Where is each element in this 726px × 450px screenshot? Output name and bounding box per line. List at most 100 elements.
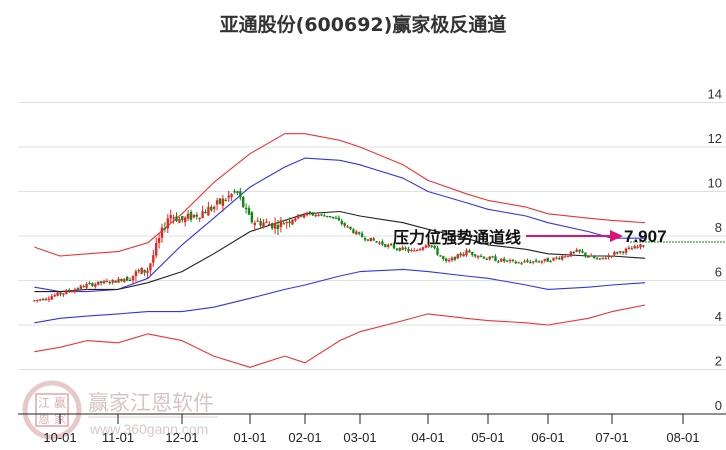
candle [421,247,425,250]
candle [149,263,152,271]
candle [587,256,590,258]
candle [416,249,419,252]
candle [181,216,184,221]
x-axis: 10-01 11-01 12-01 01-01 02-01 03-01 04-01 05-01… [18,413,726,445]
candle [563,256,567,258]
candle [271,223,274,229]
candle [497,261,500,263]
candle [494,256,497,262]
candle [555,257,558,259]
candle [262,222,265,228]
watermark-url: www.360gann.com [89,421,208,437]
candle [479,255,483,258]
candle [343,223,346,226]
candle [166,218,169,229]
candle [523,261,526,263]
candle [204,211,207,214]
candle [418,248,422,251]
candle [363,238,367,240]
candle [300,215,303,217]
x-tick-label: 06-01 [531,430,564,445]
candle [175,216,178,222]
candle [329,216,332,218]
candle [282,223,285,225]
candle [44,298,48,301]
y-tick-label: 4 [715,309,722,324]
candle [155,242,158,256]
candle [453,256,457,260]
band-outer_upper [34,133,646,257]
candle [581,251,584,253]
candle [256,220,259,222]
candle [427,244,430,247]
candle [430,245,433,247]
candle [265,221,268,223]
svg-text:江: 江 [38,396,50,410]
candle [433,245,436,249]
arrowhead-icon [610,230,623,242]
candle [105,280,109,283]
candle [462,254,465,257]
candle [447,259,451,262]
candle [47,298,51,300]
candle [401,247,404,250]
candle [505,260,509,262]
candle [517,262,520,264]
candle [160,227,164,238]
candle [233,191,236,193]
candle [485,258,488,260]
candle [36,299,39,301]
candle [76,288,80,290]
candle [308,211,312,214]
candle [131,275,135,281]
candle [97,281,100,285]
candle [117,278,120,283]
candle [210,206,213,211]
candle [624,248,628,253]
candle [613,251,616,255]
chart-title: 亚通股份(600692)赢家极反通道 [219,14,507,36]
candle [33,300,36,302]
watermark-brand: 赢家江恩软件 [88,391,214,415]
candle [70,290,74,293]
candle [276,225,280,229]
candle [442,256,445,260]
candle [288,221,291,224]
candle [285,221,288,224]
candle [604,258,607,260]
candle [526,260,529,262]
candle [349,226,352,229]
x-tick-label: 11-01 [102,430,134,445]
candle [102,281,106,284]
candle [128,279,132,282]
candle [184,217,187,223]
candle [250,212,254,223]
candle [236,191,239,193]
candle [413,250,416,252]
candle [540,261,544,263]
candle [358,232,361,234]
candle [178,218,181,223]
candle [320,214,323,216]
candle [465,250,468,255]
candle [387,244,390,247]
candle [404,247,407,250]
candle [326,215,329,218]
candle [137,270,140,272]
candle [569,251,573,257]
candle [410,249,413,252]
candle [140,267,143,274]
candle [366,239,370,241]
candle [636,246,639,248]
candle [253,222,256,226]
candlesticks [33,187,645,303]
watermark: 江赢恩 家赢家江恩软件www.360gann.com [22,380,218,440]
candle [534,260,538,262]
candle [134,271,138,277]
candle [482,256,486,259]
candle [389,243,393,246]
candle [227,195,230,198]
candle [537,261,541,263]
candle [549,261,552,263]
candle [218,198,222,204]
